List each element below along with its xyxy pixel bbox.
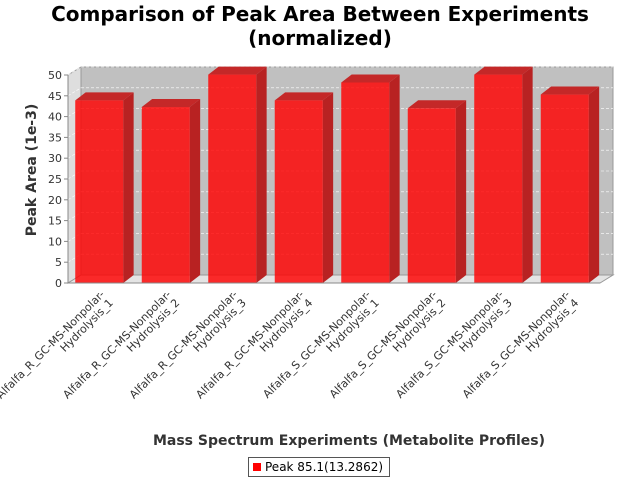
x-tick-label-line: Alfalfa_R_GC-MS-Nonpolar-: [0, 288, 107, 401]
legend-label: Peak 85.1(13.2862): [265, 460, 383, 474]
bar-side: [456, 100, 466, 283]
bar-side: [323, 92, 333, 283]
bar: [541, 87, 599, 283]
x-tick-label-line: Alfalfa_R_GC-MS-Nonpolar-: [60, 288, 173, 401]
y-tick-label: 40: [48, 111, 62, 124]
bar-side: [123, 92, 133, 283]
y-tick-label: 35: [48, 131, 62, 144]
legend-swatch: [253, 463, 261, 471]
bar-front: [474, 75, 522, 283]
y-axis-label: Peak Area (1e-3): [24, 104, 40, 237]
bar-front: [408, 108, 456, 283]
y-tick-label: 20: [48, 194, 62, 207]
bar-side: [389, 74, 399, 283]
y-tick-label: 10: [48, 235, 62, 248]
x-tick-label-line: Alfalfa_R_GC-MS-Nonpolar-: [193, 288, 306, 401]
y-tick-label: 30: [48, 152, 62, 165]
x-axis: Alfalfa_R_GC-MS-Nonpolar-Hydrolysis_1Alf…: [0, 283, 600, 410]
bar-front: [75, 100, 123, 283]
y-tick-label: 5: [55, 256, 62, 269]
x-tick-label: Alfalfa_R_GC-MS-Nonpolar-Hydrolysis_1: [0, 288, 116, 410]
legend: Peak 85.1(13.2862): [248, 457, 390, 477]
bar: [408, 100, 466, 283]
y-axis: 0 5 10 15 20 25 30 35 40 45 50: [48, 69, 68, 290]
bar-side: [589, 87, 599, 283]
x-tick-label-line: Alfalfa_S_GC-MS-Nonpolar-: [393, 288, 506, 401]
bar: [275, 92, 333, 283]
bar-side: [522, 67, 532, 283]
bar: [75, 92, 133, 283]
x-axis-label: Mass Spectrum Experiments (Metabolite Pr…: [153, 433, 545, 449]
x-tick-label-line: Alfalfa_S_GC-MS-Nonpolar-: [260, 288, 373, 401]
bar: [208, 67, 266, 283]
bar-front: [341, 82, 389, 283]
x-tick-label-line: Alfalfa_S_GC-MS-Nonpolar-: [460, 288, 573, 401]
bar-front: [142, 107, 190, 283]
bar-side: [256, 67, 266, 283]
bar: [142, 99, 200, 283]
bar: [474, 67, 532, 283]
y-tick-label: 15: [48, 215, 62, 228]
bar-front: [208, 75, 256, 283]
x-tick-label-line: Alfalfa_S_GC-MS-Nonpolar-: [327, 288, 440, 401]
bar-side: [190, 99, 200, 283]
y-tick-label: 0: [55, 277, 62, 290]
x-tick-label-line: Alfalfa_R_GC-MS-Nonpolar-: [127, 288, 240, 401]
y-tick-label: 50: [48, 69, 62, 82]
y-tick-label: 45: [48, 90, 62, 103]
bar-front: [275, 100, 323, 283]
bar: [341, 74, 399, 283]
bar-front: [541, 95, 589, 283]
y-tick-label: 25: [48, 173, 62, 186]
